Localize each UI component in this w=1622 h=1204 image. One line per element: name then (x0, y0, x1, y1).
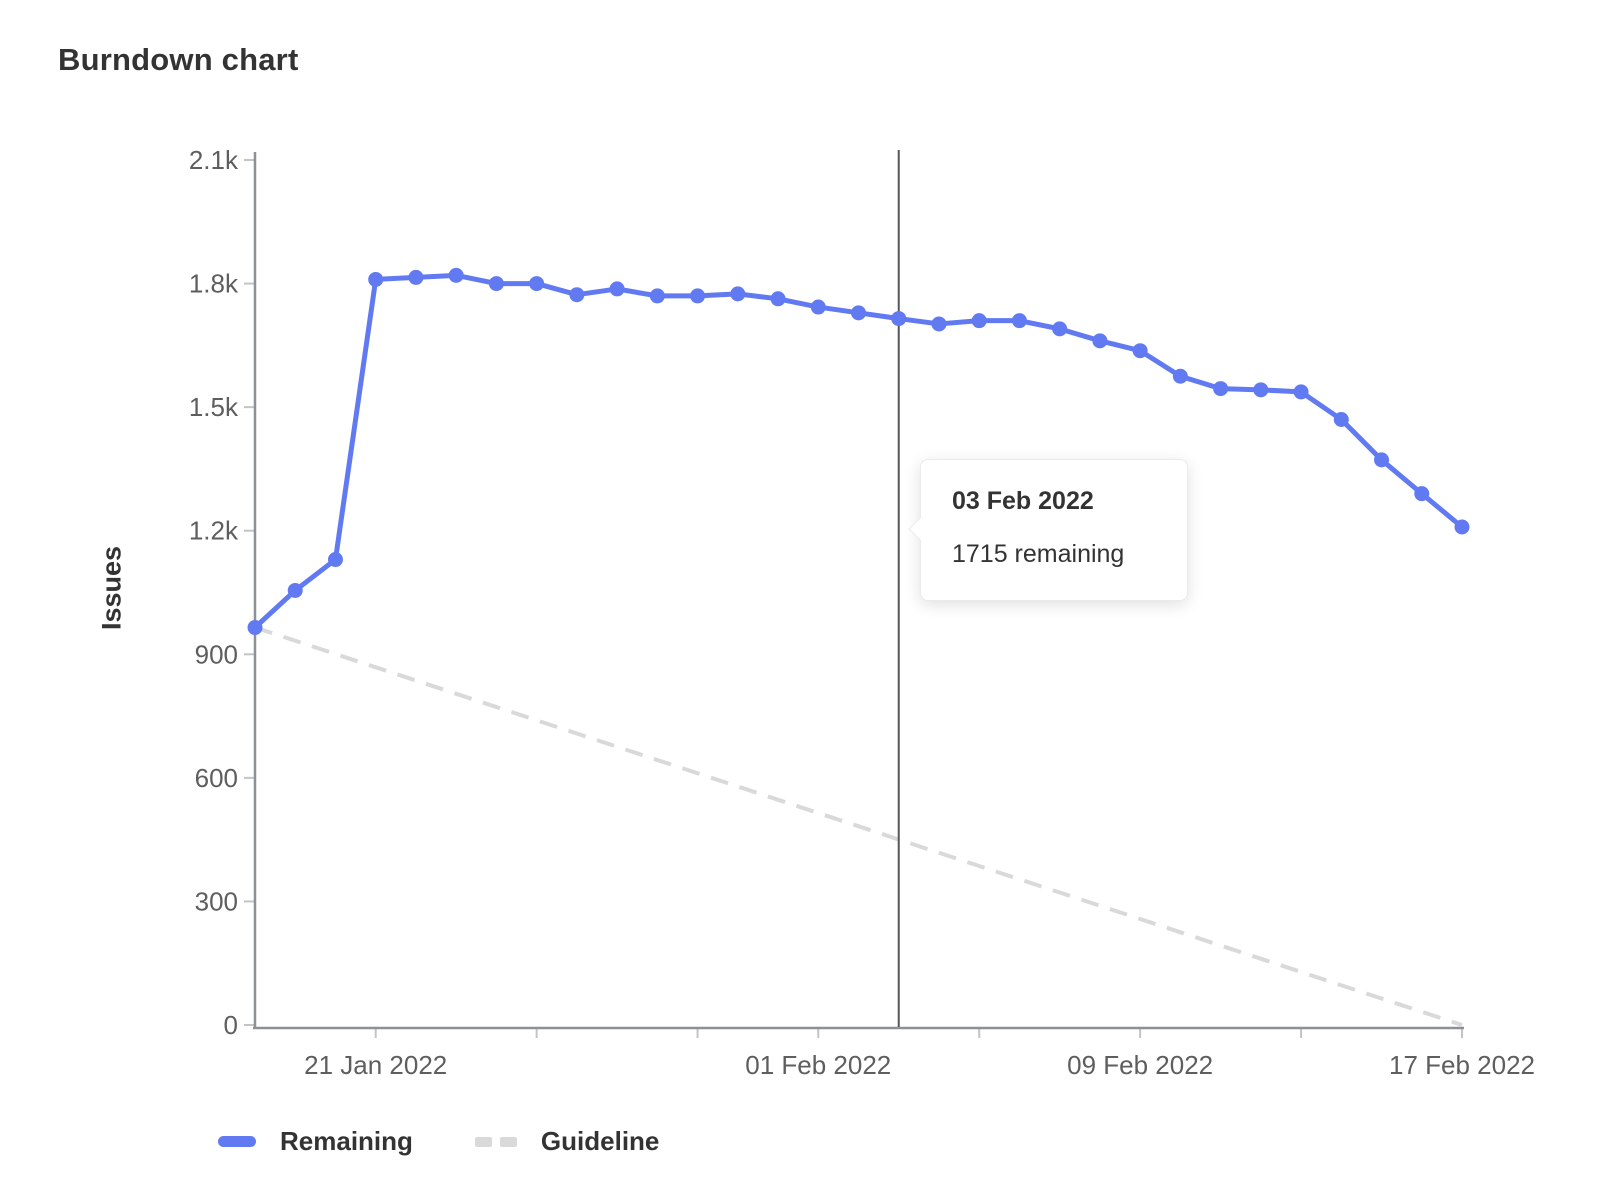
data-point[interactable] (1374, 452, 1390, 468)
y-tick-label: 1.5k (189, 392, 239, 422)
page-title: Burndown chart (58, 42, 299, 77)
legend-label-remaining: Remaining (280, 1126, 413, 1156)
data-point[interactable] (609, 281, 625, 297)
remaining-path (252, 272, 1465, 631)
y-tick-label: 1.2k (189, 516, 239, 546)
y-tick-label: 900 (195, 639, 238, 669)
data-point[interactable] (1253, 382, 1269, 398)
data-point[interactable] (529, 276, 545, 292)
data-point[interactable] (1172, 368, 1188, 384)
y-tick-label: 1.8k (189, 269, 239, 299)
x-tick-label: 21 Jan 2022 (304, 1050, 447, 1080)
data-point[interactable] (1414, 486, 1430, 502)
y-tick-label: 2.1k (189, 145, 239, 175)
data-point[interactable] (1454, 519, 1470, 535)
data-point[interactable] (1213, 381, 1229, 397)
data-point[interactable] (770, 291, 786, 307)
y-tick-label: 300 (195, 886, 238, 916)
tooltip-value: 1715 remaining (952, 540, 1125, 568)
legend-item-guideline[interactable]: Guideline (474, 1126, 660, 1157)
x-tick-label: 09 Feb 2022 (1067, 1050, 1213, 1080)
data-point[interactable] (810, 299, 826, 315)
hover-tooltip: 03 Feb 2022 1715 remaining (908, 459, 1188, 601)
legend-item-remaining[interactable]: Remaining (218, 1126, 413, 1157)
data-point[interactable] (1333, 412, 1349, 427)
data-point[interactable] (368, 271, 384, 287)
data-point[interactable] (1293, 384, 1309, 400)
y-tick-label: 600 (195, 763, 238, 793)
data-point[interactable] (1092, 333, 1108, 349)
x-tick-label: 01 Feb 2022 (745, 1050, 891, 1080)
guideline-path (254, 625, 1463, 1027)
data-point[interactable] (1011, 313, 1027, 329)
data-point[interactable] (287, 582, 303, 598)
data-point[interactable] (931, 316, 947, 332)
y-tick-label: 0 (224, 1010, 238, 1040)
data-point[interactable] (327, 552, 343, 568)
x-tick-label: 17 Feb 2022 (1389, 1050, 1535, 1080)
tooltip-date: 03 Feb 2022 (952, 487, 1094, 515)
data-point[interactable] (247, 620, 263, 636)
legend: Remaining Guideline (218, 1126, 659, 1157)
data-point[interactable] (408, 269, 424, 285)
data-point[interactable] (569, 287, 585, 303)
data-point[interactable] (649, 288, 665, 304)
data-point[interactable] (1132, 343, 1148, 359)
data-point[interactable] (891, 311, 907, 327)
legend-label-guideline: Guideline (540, 1126, 660, 1156)
data-point[interactable] (690, 288, 706, 304)
remaining-line-swatch-icon (218, 1136, 256, 1147)
data-point[interactable] (488, 276, 504, 292)
guideline-dash-swatch-icon (474, 1136, 517, 1147)
data-point[interactable] (971, 313, 987, 329)
data-point[interactable] (730, 286, 746, 302)
data-point[interactable] (851, 305, 866, 321)
data-point[interactable] (448, 267, 464, 283)
data-point[interactable] (1052, 321, 1068, 337)
